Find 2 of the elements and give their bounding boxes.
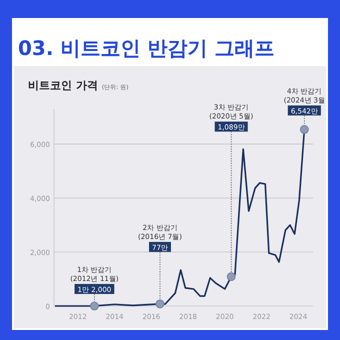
y-axis-title: 비트코인 가격 (28, 79, 98, 92)
chart-title: 03. 비트코인 반감기 그래프 (18, 36, 274, 60)
